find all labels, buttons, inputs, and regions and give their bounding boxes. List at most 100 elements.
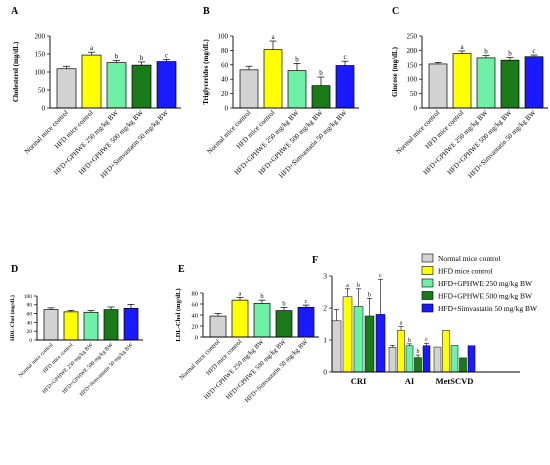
significance-label: a [460,43,464,51]
bar [375,314,386,373]
bar [311,85,331,109]
x-tick-label: Normal mice control [395,109,442,156]
x-tick-label: CRI [351,376,367,386]
significance-label: a [346,283,349,289]
legend-entry: HFD+GPHWE 250 mg/kg BW [438,279,533,288]
bar [331,320,342,373]
bar [364,315,375,373]
y-tick-label: 2 [323,304,327,313]
y-tick-label: 100 [218,32,229,40]
y-tick-label: 3 [323,272,327,281]
x-tick-label: MetSCVD [436,376,474,386]
bar [467,345,476,373]
significance-label: c [305,298,308,305]
y-tick-label: 50 [410,90,418,98]
bar [442,330,450,373]
significance-label: b [282,300,285,307]
legend: Normal mice control HFD mice control HFD+G… [421,253,538,313]
bar [500,59,520,109]
bar [388,347,397,373]
bar [342,296,353,373]
y-tick-label: 200 [35,32,46,40]
y-tick-label: 150 [35,50,46,58]
y-tick-label: 40 [221,76,229,84]
bar [253,303,271,338]
y-axis-label: LDL-Chol (mg/dL) [175,288,182,341]
bar [239,69,259,109]
x-tick-label: Normal mice control [23,109,70,156]
legend-swatch [421,266,434,275]
significance-label: b [484,48,488,56]
legend-swatch [421,253,434,263]
significance-label: c [425,337,428,343]
bar [43,309,59,341]
bar [476,57,496,109]
bar [81,54,102,109]
significance-label: b [295,55,299,63]
significance-label: a [239,290,242,297]
bar [156,61,177,109]
significance-label: b [357,283,360,289]
y-tick-label: 50 [38,86,46,94]
y-tick-label: 60 [192,301,199,308]
y-axis-label: Triglycerides (mg/dL) [202,39,210,105]
bar [397,330,405,373]
legend-entry: Normal mice control [438,254,500,263]
legend-swatch [421,291,434,300]
bar [433,346,442,373]
y-tick-label: 40 [27,320,33,326]
y-tick-label: 0 [29,338,32,344]
bar [263,49,283,109]
y-tick-label: 80 [27,303,33,309]
legend-entry: HFD mice control [438,267,493,276]
significance-label: b [368,292,371,298]
x-tick-label: Normal mice control [206,109,253,156]
legend-swatch [421,303,434,313]
significance-label: b [508,50,512,58]
significance-label: b [417,349,420,355]
bar [452,53,472,109]
bar [335,65,355,109]
significance-label: a [271,33,275,41]
y-axis-label: Glucose (mg/dL) [391,46,399,97]
bar [450,345,459,373]
y-tick-label: 0 [195,334,198,341]
x-tick-label: Normal mice control [178,338,221,381]
bar [297,306,315,338]
y-axis-label: Cholesterol (mg/dL) [12,41,20,102]
bar [209,315,227,338]
y-tick-label: 20 [27,329,33,335]
y-tick-label: 80 [221,47,229,55]
legend-entry: HFD+Simvastatin 50 mg/kg BW [438,304,538,313]
y-tick-label: 0 [414,104,418,112]
panel-letter: E [178,264,185,275]
significance-label: b [115,52,119,60]
significance-label: a [90,44,94,52]
bar [231,299,249,338]
y-tick-label: 0 [42,104,46,112]
panel-letter: D [11,264,18,275]
significance-label: a [400,321,403,327]
y-axis-label: HDL-Chol (mg/dL) [9,295,16,341]
significance-label: c [379,273,382,279]
bar [405,345,414,373]
bar [414,357,422,373]
bar [287,70,307,109]
bar [353,306,364,373]
significance-label: b [319,69,323,77]
bar [106,62,127,109]
y-tick-label: 20 [192,323,199,330]
panel-letter: B [203,6,210,17]
bar [524,56,544,109]
y-tick-label: 40 [192,312,199,319]
y-tick-label: 1 [323,336,327,345]
y-tick-label: 100 [35,68,46,76]
y-tick-label: 100 [407,76,418,84]
significance-label: c [343,53,346,61]
y-tick-label: 200 [407,47,418,55]
